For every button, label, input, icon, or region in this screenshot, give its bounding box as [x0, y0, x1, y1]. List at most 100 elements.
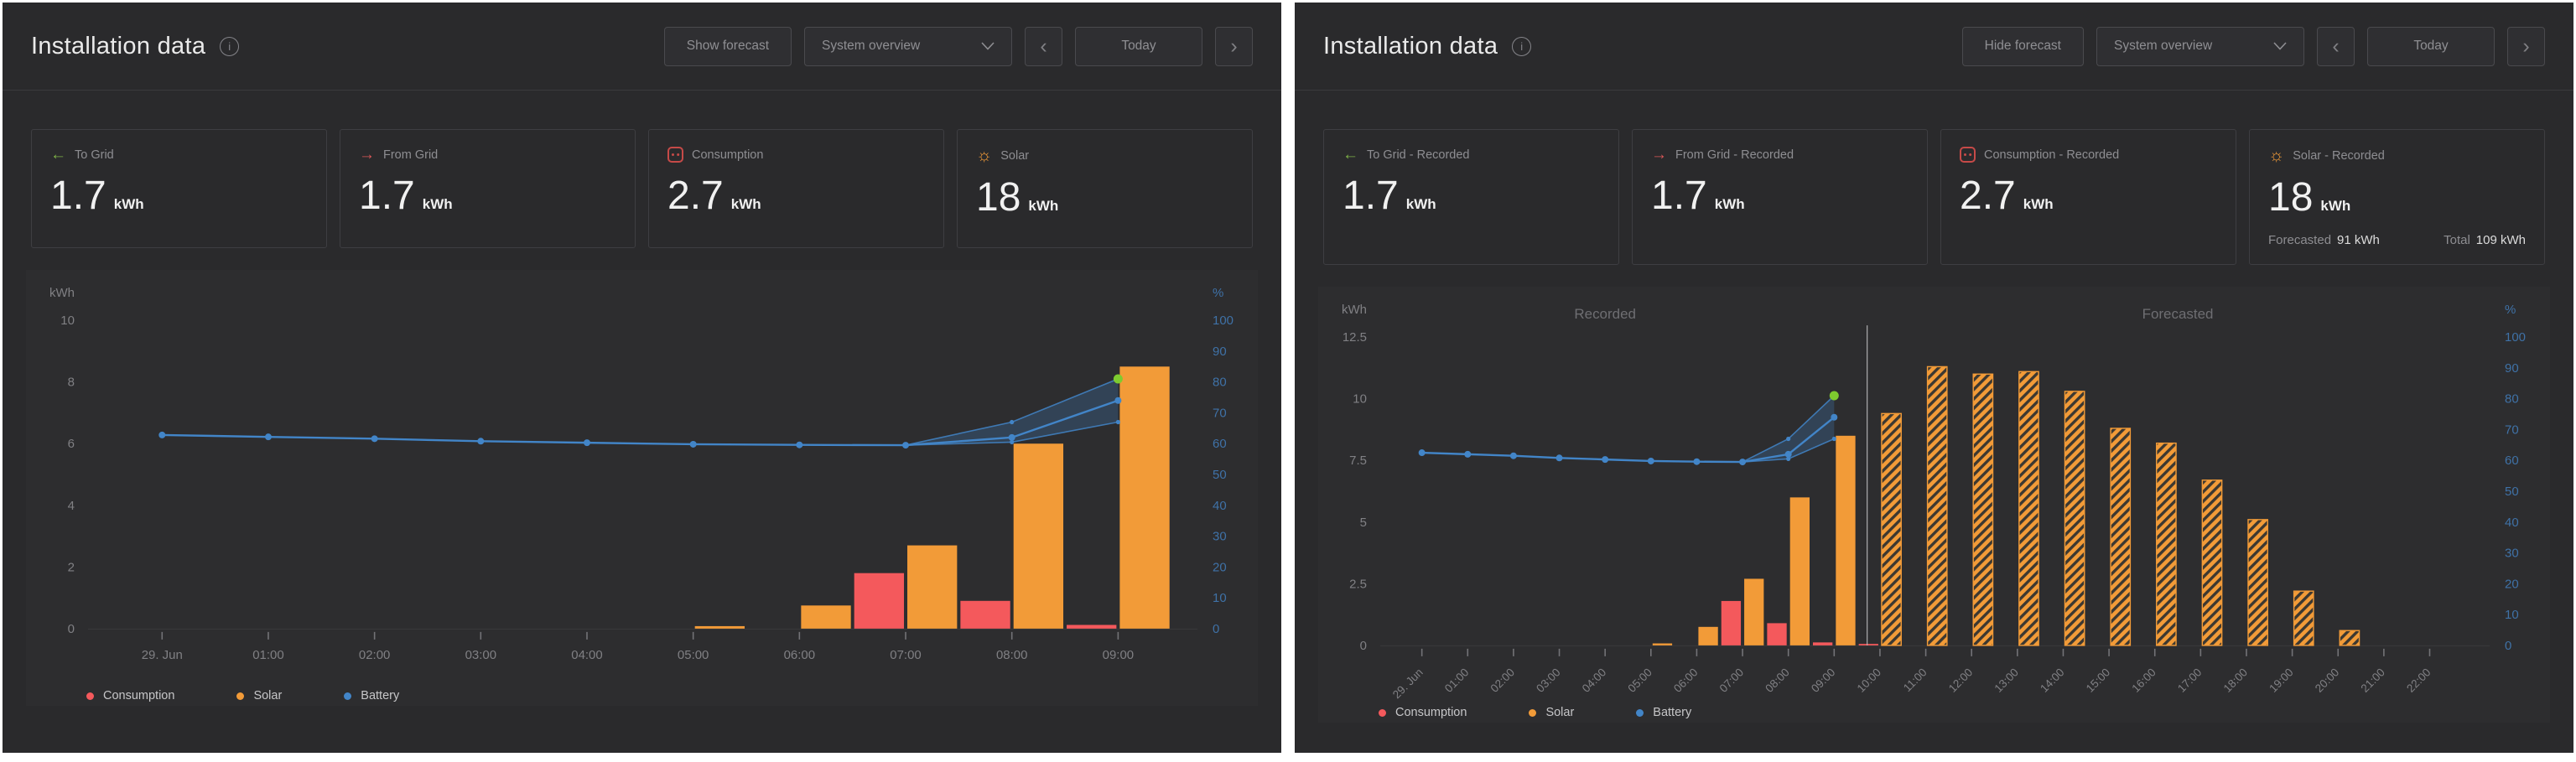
battery-dot-icon [1636, 708, 1644, 717]
next-day-button[interactable] [2507, 26, 2545, 66]
consumption-dot-icon [86, 692, 94, 700]
svg-text:40: 40 [2505, 516, 2519, 530]
prev-day-button[interactable] [2317, 26, 2355, 66]
svg-text:02:00: 02:00 [359, 648, 390, 662]
card-unit: kWh [2320, 198, 2351, 214]
svg-text:11:00: 11:00 [1901, 666, 1929, 694]
toggle-forecast-button[interactable]: Hide forecast [1961, 26, 2084, 66]
svg-text:03:00: 03:00 [1534, 666, 1562, 694]
total-value: 109 kWh [2475, 233, 2526, 247]
panel-recorded: Installation data Show forecast System o… [3, 3, 1281, 753]
next-day-button[interactable] [1215, 26, 1253, 66]
svg-text:5: 5 [1360, 516, 1367, 530]
sun-icon [2268, 147, 2284, 164]
svg-text:13:00: 13:00 [1992, 666, 2020, 694]
chart-container: kWh% 0 2 4 6 8 10 0 10 20 30 40 50 60 70 80 90 100 29. Jun… [26, 270, 1258, 706]
svg-text:kWh: kWh [49, 286, 75, 300]
info-icon[interactable] [1512, 36, 1532, 56]
svg-text:20: 20 [1213, 560, 1227, 574]
card-label: From Grid [383, 148, 439, 162]
svg-text:14:00: 14:00 [2038, 666, 2066, 694]
svg-text:10:00: 10:00 [1855, 666, 1883, 694]
prev-day-button[interactable] [1025, 26, 1062, 66]
svg-text:12:00: 12:00 [1946, 666, 1975, 694]
chart-container: Recorded Forecasted kWh% 0 2.5 5 7.5 10 12.5 0 10 2… [1318, 287, 2550, 723]
view-select[interactable]: System overview [2096, 26, 2304, 66]
svg-text:40: 40 [1213, 499, 1227, 513]
solar-bars [694, 366, 1170, 629]
svg-text:80: 80 [2505, 392, 2519, 407]
card-value: 1.7 [1651, 174, 1707, 218]
today-button[interactable]: Today [2367, 26, 2495, 66]
view-select-value: System overview [822, 39, 921, 53]
legend-item-consumption[interactable]: Consumption [1379, 706, 1467, 719]
card-value: 1.7 [359, 174, 415, 218]
svg-text:21:00: 21:00 [2359, 666, 2387, 694]
solar-dot-icon [236, 692, 245, 700]
svg-text:10: 10 [1353, 392, 1367, 407]
svg-text:70: 70 [2505, 422, 2519, 437]
svg-text:09:00: 09:00 [1809, 666, 1837, 694]
svg-text:0: 0 [2505, 639, 2511, 653]
today-button[interactable]: Today [1075, 26, 1202, 66]
svg-text:0: 0 [1213, 622, 1219, 636]
stat-card-consumption: Consumption - Recorded 2.7 kWh [1940, 129, 2236, 265]
legend-item-solar[interactable]: Solar [1529, 706, 1574, 719]
card-label: Consumption - Recorded [1984, 148, 2120, 162]
card-value: 18 [976, 175, 1021, 220]
installation-chart-svg[interactable]: Recorded Forecasted kWh % 0 2.5 5 7.5 10 12.5 0 10 2… [1323, 298, 2545, 699]
stat-cards-row: To Grid - Recorded 1.7 kWh From Grid - Re… [1323, 129, 2545, 265]
svg-text:30: 30 [1213, 530, 1227, 544]
svg-text:06:00: 06:00 [784, 648, 815, 662]
svg-text:60: 60 [2505, 454, 2519, 468]
svg-text:%: % [1213, 286, 1223, 300]
total-label: Total [2444, 233, 2470, 247]
svg-text:10: 10 [2505, 608, 2519, 622]
chart-legend: Consumption Solar Battery [31, 682, 1253, 702]
card-label: To Grid - Recorded [1367, 148, 1470, 162]
svg-text:0: 0 [68, 622, 75, 636]
svg-text:70: 70 [1213, 406, 1227, 420]
legend-item-battery[interactable]: Battery [344, 689, 399, 702]
card-value: 1.7 [50, 174, 106, 218]
svg-text:60: 60 [1213, 437, 1227, 451]
solar-card-footer: Forecasted 91 kWh Total 109 kWh [2268, 233, 2526, 247]
stat-card-to-grid: To Grid 1.7 kWh [31, 129, 327, 248]
stat-card-to-grid: To Grid - Recorded 1.7 kWh [1323, 129, 1619, 265]
card-unit: kWh [1028, 198, 1059, 214]
chart-legend: Consumption Solar Battery [1323, 699, 2545, 719]
legend-item-consumption[interactable]: Consumption [86, 689, 174, 702]
card-value: 18 [2268, 175, 2314, 220]
battery-dot-icon [344, 692, 352, 700]
card-unit: kWh [422, 196, 453, 212]
svg-text:09:00: 09:00 [1103, 648, 1134, 662]
svg-text:kWh: kWh [1342, 303, 1367, 317]
panel-forecast: Installation data Hide forecast System o… [1295, 3, 2573, 753]
panel-header: Installation data Hide forecast System o… [1295, 3, 2573, 91]
card-label: From Grid - Recorded [1675, 148, 1794, 162]
stat-card-consumption: Consumption 2.7 kWh [648, 129, 944, 248]
battery-forecast-dot [1829, 391, 1839, 401]
legend-item-solar[interactable]: Solar [236, 689, 282, 702]
toggle-forecast-button[interactable]: Show forecast [663, 26, 792, 66]
stat-card-from-grid: From Grid - Recorded 1.7 kWh [1632, 129, 1928, 265]
battery-line [162, 399, 1119, 447]
svg-text:29. Jun: 29. Jun [1390, 666, 1426, 699]
solar-forecast-bars [1881, 365, 2360, 646]
svg-text:2: 2 [68, 560, 75, 574]
legend-item-battery[interactable]: Battery [1636, 706, 1691, 719]
info-icon[interactable] [220, 36, 240, 56]
page-title: Installation data [31, 32, 206, 60]
svg-text:12.5: 12.5 [1343, 330, 1367, 345]
svg-text:05:00: 05:00 [1625, 666, 1654, 694]
stat-cards-row: To Grid 1.7 kWh From Grid 1.7 kWh Consumpt… [31, 129, 1253, 248]
svg-text:Forecasted: Forecasted [2142, 306, 2214, 322]
svg-text:01:00: 01:00 [252, 648, 283, 662]
view-select[interactable]: System overview [804, 26, 1012, 66]
sun-icon [976, 147, 992, 164]
svg-text:06:00: 06:00 [1671, 666, 1700, 694]
card-label: Solar - Recorded [2293, 148, 2385, 163]
svg-text:100: 100 [2505, 330, 2526, 345]
consumption-bars [854, 573, 1117, 629]
